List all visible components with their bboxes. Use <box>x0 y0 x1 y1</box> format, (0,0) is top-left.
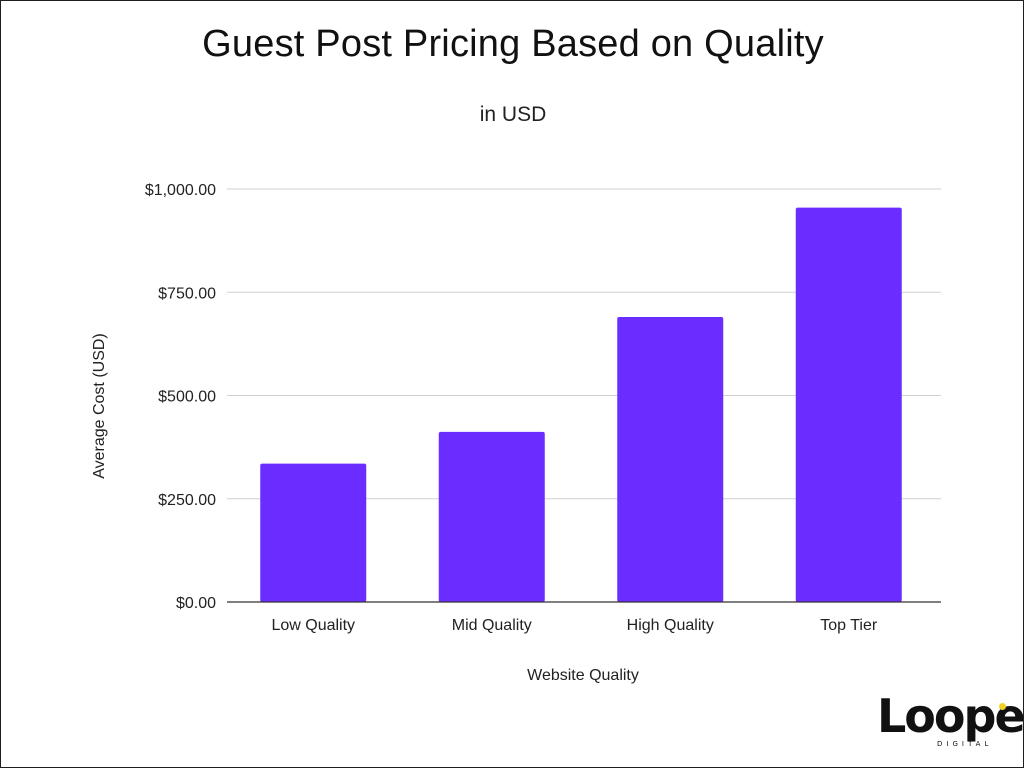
chart-subtitle: in USD <box>479 103 547 126</box>
logo-dot <box>999 703 1006 710</box>
y-axis-title: Average Cost (USD) <box>91 333 108 479</box>
bars <box>260 207 902 602</box>
bar-high-quality <box>617 317 724 602</box>
bar-top-tier <box>795 207 902 602</box>
logo-wordmark: Loopex <box>877 689 1024 743</box>
y-tick-label: $0.00 <box>176 595 216 612</box>
x-axis-ticks: Low Quality Mid Quality High Quality Top Ti… <box>271 617 877 634</box>
y-tick-label: $500.00 <box>158 389 216 406</box>
x-tick-label: Low Quality <box>271 617 355 634</box>
y-tick-label: $750.00 <box>158 285 216 302</box>
y-tick-label: $250.00 <box>158 492 216 509</box>
x-tick-label: Mid Quality <box>452 617 532 634</box>
y-tick-label: $1,000.00 <box>145 182 216 199</box>
y-axis-ticks: $0.00 $250.00 $500.00 $750.00 $1,000.00 <box>145 182 216 612</box>
x-tick-label: Top Tier <box>820 617 878 634</box>
bar-mid-quality <box>438 431 545 602</box>
bar-low-quality <box>260 463 367 602</box>
chart-title: Guest Post Pricing Based on Quality <box>202 23 824 65</box>
logo-subtext: DIGITAL <box>937 740 993 748</box>
x-tick-label: High Quality <box>627 617 714 634</box>
x-axis-title: Website Quality <box>527 667 639 684</box>
loopex-logo: Loopex DIGITAL <box>875 689 1023 755</box>
